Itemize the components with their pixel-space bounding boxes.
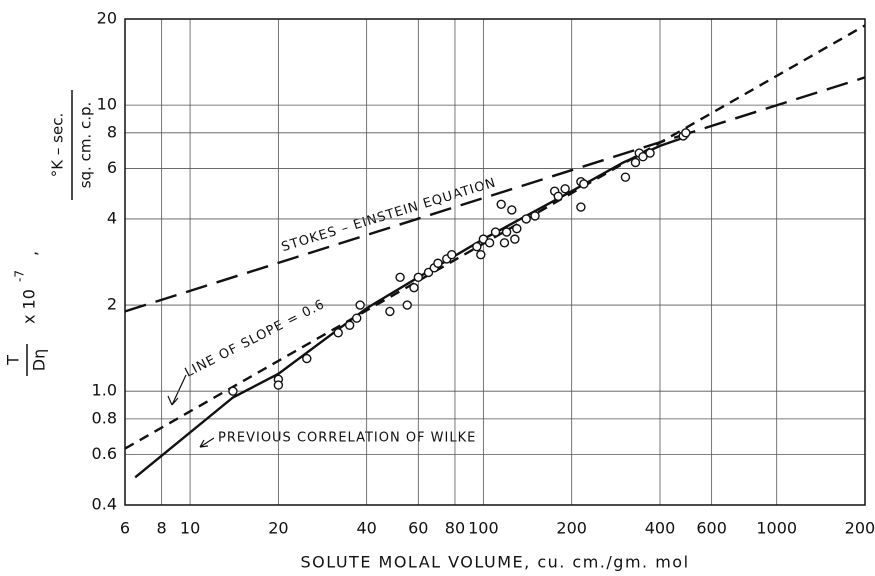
data-point xyxy=(413,272,424,283)
data-point xyxy=(499,238,510,248)
y-tick-label: 0.4 xyxy=(92,495,117,514)
data-point xyxy=(472,241,482,252)
y-tick-label: 10 xyxy=(97,95,117,114)
curve xyxy=(124,76,866,313)
x-tick-label: 1000 xyxy=(756,519,797,538)
y-label-unit-numerator: °K – sec. xyxy=(49,113,67,177)
plot-frame xyxy=(124,18,866,506)
y-tick-label: 4 xyxy=(107,208,117,227)
data-point xyxy=(395,272,405,283)
annotation: STOKES – EINSTEIN EQUATION xyxy=(280,175,498,255)
data-point xyxy=(476,249,486,260)
data-point xyxy=(501,227,512,237)
data-point xyxy=(409,282,419,293)
data-point xyxy=(579,179,589,189)
x-tick-label: 100 xyxy=(468,519,499,538)
x-tick-label: 80 xyxy=(445,519,465,538)
data-point xyxy=(512,223,522,234)
y-tick-label: 2 xyxy=(107,295,117,314)
data-point xyxy=(433,258,443,268)
y-tick-label: 1.0 xyxy=(92,381,117,400)
data-point xyxy=(507,205,517,215)
x-tick-label: 200 xyxy=(556,519,587,538)
data-point xyxy=(530,211,540,221)
x-axis-label: SOLUTE MOLAL VOLUME, cu. cm./gm. mol xyxy=(300,553,689,572)
curve xyxy=(134,134,689,479)
annotation: LINE OF SLOPE = 0.6 xyxy=(183,297,328,381)
data-point xyxy=(302,353,312,364)
data-point xyxy=(620,172,631,182)
data-point xyxy=(402,300,412,310)
y-label-exponent: -7 xyxy=(13,270,27,282)
curve xyxy=(124,24,866,450)
y-label-separator: , xyxy=(22,251,41,256)
data-point xyxy=(344,320,355,330)
data-point xyxy=(553,191,563,201)
data-point xyxy=(521,214,531,224)
x-tick-label: 6 xyxy=(120,519,130,538)
data-point xyxy=(681,128,691,138)
data-point xyxy=(228,386,238,396)
y-label-multiplier: x 10 xyxy=(20,289,39,324)
y-tick-label: 0.6 xyxy=(92,444,117,463)
y-label-denominator: Dη xyxy=(30,349,49,371)
x-tick-label: 8 xyxy=(157,519,167,538)
x-tick-label: 20 xyxy=(268,519,288,538)
data-point xyxy=(510,234,520,244)
y-tick-label: 8 xyxy=(107,122,117,141)
data-point xyxy=(638,152,648,162)
annotation-arrow xyxy=(167,374,187,406)
data-point xyxy=(333,328,343,338)
x-tick-label: 400 xyxy=(645,519,676,538)
data-point xyxy=(447,249,457,260)
y-tick-label: 0.8 xyxy=(92,408,117,427)
data-point xyxy=(560,184,570,194)
annotation-arrow xyxy=(199,437,215,448)
data-point xyxy=(352,313,362,323)
x-tick-label: 10 xyxy=(180,519,200,538)
annotation: PREVIOUS CORRELATION OF WILKE xyxy=(218,431,476,446)
y-tick-label: 20 xyxy=(97,9,117,28)
data-point xyxy=(576,202,586,212)
y-axis-label: T Dη x 10 -7 , °K – sec. sq. cm. c.p. xyxy=(4,90,95,376)
data-point xyxy=(630,157,641,168)
y-tick-label: 6 xyxy=(107,158,117,177)
data-point xyxy=(496,199,506,210)
data-point xyxy=(385,306,395,317)
x-tick-label: 60 xyxy=(408,519,428,538)
data-point xyxy=(484,238,495,248)
x-tick-label: 600 xyxy=(696,519,727,538)
y-label-numerator: T xyxy=(4,355,23,366)
data-point xyxy=(273,380,284,390)
data-point xyxy=(645,148,655,158)
y-label-unit-denominator: sq. cm. c.p. xyxy=(77,102,95,189)
data-point xyxy=(490,227,501,237)
x-tick-label: 40 xyxy=(356,519,376,538)
data-point xyxy=(355,300,365,310)
